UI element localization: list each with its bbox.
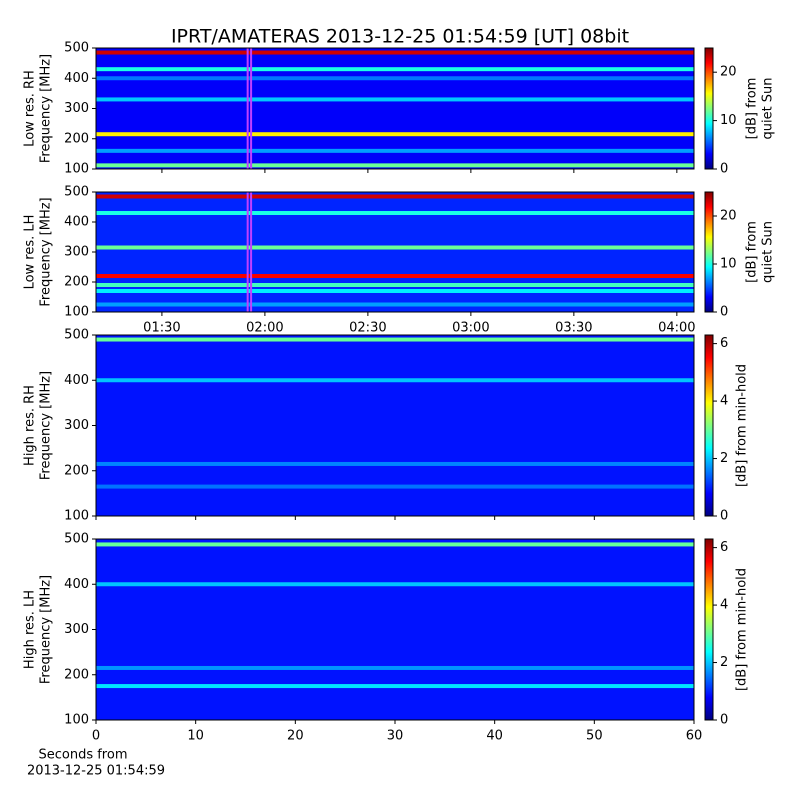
emission-band [96,148,694,153]
emission-band [96,582,694,587]
colorbar [704,47,714,170]
y-label: Frequency [MHz] [39,197,54,306]
x-tick-label: 40 [486,729,503,744]
colorbar-label: quiet Sun [761,221,776,283]
colorbar [704,538,714,721]
y-label: Frequency [MHz] [39,54,54,163]
y-tick-label: 100 [64,509,89,524]
x-tick-label: 04:00 [658,321,695,336]
y-label: Frequency [MHz] [39,371,54,480]
y-tick-label: 200 [64,463,89,478]
y-tick-label: 300 [64,418,89,433]
colorbar-label: [dB] from [745,221,760,283]
y-tick-label: 500 [64,185,89,200]
colorbar-tick-label: 0 [720,713,728,728]
colorbar-tick-label: 0 [720,162,728,177]
y-label: Low res. LH [23,215,38,290]
colorbar-tick-label: 10 [720,257,737,272]
spectrogram-background [96,335,694,516]
spectrogram-background [96,539,694,720]
y-tick-label: 200 [64,275,89,290]
emission-band [96,50,694,55]
figure-title: IPRT/AMATERAS 2013-12-25 01:54:59 [UT] 0… [171,26,629,48]
y-label: Frequency [MHz] [39,575,54,684]
emission-band [96,542,694,547]
y-tick-label: 200 [64,131,89,146]
x-tick-label: 20 [287,729,304,744]
emission-band [96,337,694,342]
colorbar-tick-label: 0 [720,305,728,320]
emission-band [96,163,694,168]
x-tick-label: 10 [187,729,204,744]
emission-band [96,302,694,307]
emission-band [96,76,694,81]
colorbar-tick-label: 0 [720,509,728,524]
y-label: High res. RH [23,385,38,466]
emission-band [96,461,694,466]
colorbar-tick-label: 2 [720,655,728,670]
x-tick-label: 03:00 [452,321,489,336]
y-tick-label: 400 [64,373,89,388]
x-tick-label: 02:00 [246,321,283,336]
x-label: 2013-12-25 01:54:59 [27,764,165,779]
y-tick-label: 100 [64,162,89,177]
colorbar-tick-label: 20 [720,209,737,224]
y-tick-label: 400 [64,215,89,230]
colorbar-tick-label: 10 [720,113,737,128]
y-tick-label: 300 [64,622,89,637]
y-label: Low res. RH [23,70,38,147]
y-tick-label: 500 [64,532,89,547]
emission-band [96,283,694,287]
x-tick-label: 03:30 [555,321,592,336]
emission-band [96,289,694,293]
colorbar-tick-label: 6 [720,336,728,351]
colorbar-tick-label: 6 [720,540,728,555]
x-tick-label: 01:30 [143,321,180,336]
y-label: High res. LH [23,590,38,669]
colorbar-tick-label: 4 [720,598,728,613]
x-tick-label: 50 [586,729,603,744]
emission-band [96,132,694,137]
emission-band [96,211,694,215]
x-tick-label: 0 [92,729,100,744]
colorbar [704,191,714,313]
emission-band [96,378,694,383]
colorbar-label: [dB] from [745,78,760,140]
x-tick-label: 60 [686,729,703,744]
emission-band [96,665,694,670]
y-tick-label: 500 [64,328,89,343]
spectrogram-background [96,192,694,312]
colorbar-tick-label: 4 [720,394,728,409]
emission-band [96,67,694,72]
colorbar-label: [dB] from min-hold [735,568,750,691]
emission-band [96,97,694,102]
y-tick-label: 100 [64,305,89,320]
x-tick-label: 02:30 [349,321,386,336]
y-tick-label: 400 [64,71,89,86]
y-tick-label: 300 [64,101,89,116]
y-tick-label: 300 [64,245,89,260]
colorbar-label: [dB] from min-hold [735,364,750,487]
y-tick-label: 200 [64,667,89,682]
x-label: Seconds from [38,748,127,763]
y-tick-label: 400 [64,577,89,592]
colorbar-tick-label: 2 [720,451,728,466]
colorbar [704,334,714,517]
y-tick-label: 100 [64,713,89,728]
y-tick-label: 500 [64,41,89,56]
x-tick-label: 30 [387,729,404,744]
emission-band [96,194,694,199]
emission-band [96,245,694,250]
colorbar-tick-label: 20 [720,65,737,80]
emission-band [96,684,694,689]
colorbar-label: quiet Sun [761,77,776,139]
emission-band [96,484,694,489]
emission-band [96,274,694,278]
